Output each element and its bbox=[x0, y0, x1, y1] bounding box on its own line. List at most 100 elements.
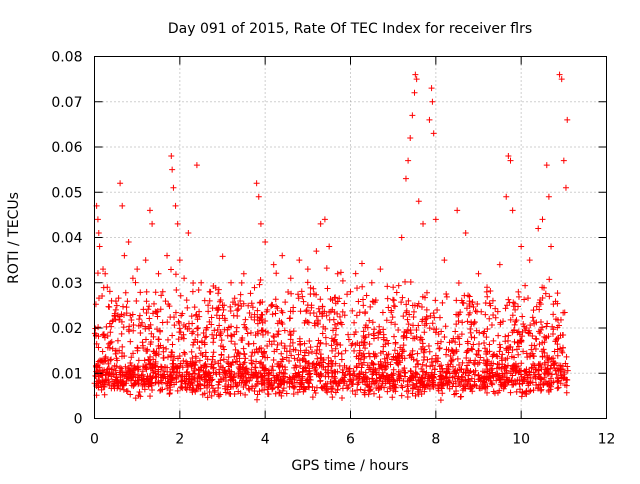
data-point bbox=[464, 362, 471, 369]
data-point bbox=[453, 297, 460, 304]
y-tick-label: 0.08 bbox=[51, 50, 82, 66]
data-point bbox=[501, 381, 508, 388]
data-point bbox=[110, 380, 117, 387]
data-point bbox=[194, 325, 201, 332]
data-point bbox=[458, 331, 465, 338]
data-point bbox=[403, 329, 410, 336]
data-point bbox=[179, 385, 186, 392]
data-point bbox=[420, 347, 427, 354]
data-point bbox=[191, 370, 198, 377]
data-point bbox=[529, 379, 536, 386]
data-point bbox=[314, 320, 321, 327]
data-point bbox=[208, 361, 215, 368]
x-tick-label: 12 bbox=[598, 432, 616, 448]
data-point bbox=[355, 355, 362, 362]
data-point bbox=[355, 298, 362, 305]
data-point bbox=[407, 374, 414, 381]
data-point bbox=[237, 390, 244, 397]
data-point bbox=[154, 313, 161, 320]
data-point bbox=[535, 225, 542, 232]
data-point bbox=[236, 361, 243, 368]
data-point bbox=[179, 371, 186, 378]
data-point bbox=[171, 322, 178, 329]
data-point bbox=[185, 229, 192, 236]
data-point bbox=[504, 337, 511, 344]
x-tick-label: 0 bbox=[90, 432, 99, 448]
data-point bbox=[371, 353, 378, 360]
data-point bbox=[456, 361, 463, 368]
data-point bbox=[543, 323, 550, 330]
data-point bbox=[385, 340, 392, 347]
data-point bbox=[216, 315, 223, 322]
data-point bbox=[350, 368, 357, 375]
data-point bbox=[253, 358, 260, 365]
data-point bbox=[507, 389, 514, 396]
data-point bbox=[272, 390, 279, 397]
data-point bbox=[394, 377, 401, 384]
data-point bbox=[300, 298, 307, 305]
data-point bbox=[226, 390, 233, 397]
data-point bbox=[529, 350, 536, 357]
data-point bbox=[210, 335, 217, 342]
grid bbox=[94, 56, 607, 419]
data-point bbox=[314, 343, 321, 350]
data-point bbox=[468, 345, 475, 352]
data-point bbox=[427, 312, 434, 319]
data-point bbox=[481, 340, 488, 347]
data-point bbox=[365, 366, 372, 373]
data-point bbox=[182, 380, 189, 387]
data-point bbox=[538, 386, 545, 393]
data-point bbox=[497, 381, 504, 388]
data-point bbox=[417, 334, 424, 341]
data-point bbox=[283, 390, 290, 397]
data-point bbox=[558, 366, 565, 373]
data-point bbox=[431, 375, 438, 382]
data-point bbox=[155, 351, 162, 358]
data-point bbox=[513, 368, 520, 375]
data-point bbox=[362, 334, 369, 341]
data-point bbox=[307, 291, 314, 298]
data-point bbox=[349, 307, 356, 314]
data-point bbox=[414, 388, 421, 395]
data-point bbox=[411, 302, 418, 309]
data-point bbox=[407, 351, 414, 358]
data-point bbox=[300, 388, 307, 395]
data-point bbox=[131, 363, 138, 370]
data-point bbox=[136, 312, 143, 319]
data-point bbox=[192, 353, 199, 360]
data-point bbox=[362, 308, 369, 315]
data-point bbox=[298, 288, 305, 295]
data-point bbox=[169, 332, 176, 339]
data-point bbox=[454, 355, 461, 362]
data-point bbox=[455, 279, 462, 286]
data-point bbox=[516, 381, 523, 388]
data-point bbox=[377, 358, 384, 365]
x-axis-label: GPS time / hours bbox=[291, 458, 408, 474]
data-point bbox=[380, 343, 387, 350]
data-point bbox=[398, 234, 405, 241]
data-point bbox=[395, 327, 402, 334]
data-point bbox=[469, 346, 476, 353]
data-point bbox=[244, 330, 251, 337]
data-point bbox=[168, 349, 175, 356]
data-point bbox=[424, 356, 431, 363]
data-point bbox=[218, 337, 225, 344]
data-point bbox=[422, 316, 429, 323]
data-point bbox=[164, 252, 171, 259]
data-point bbox=[94, 216, 101, 223]
data-point bbox=[491, 351, 498, 358]
data-point bbox=[268, 302, 275, 309]
data-point bbox=[531, 320, 538, 327]
data-point bbox=[249, 360, 256, 367]
data-point bbox=[253, 346, 260, 353]
data-point bbox=[346, 376, 353, 383]
data-point bbox=[215, 391, 222, 398]
data-point bbox=[515, 351, 522, 358]
data-point bbox=[481, 380, 488, 387]
data-point bbox=[507, 343, 514, 350]
data-point bbox=[492, 314, 499, 321]
data-point bbox=[215, 360, 222, 367]
data-point bbox=[142, 363, 149, 370]
data-point bbox=[202, 349, 209, 356]
data-point bbox=[257, 314, 264, 321]
